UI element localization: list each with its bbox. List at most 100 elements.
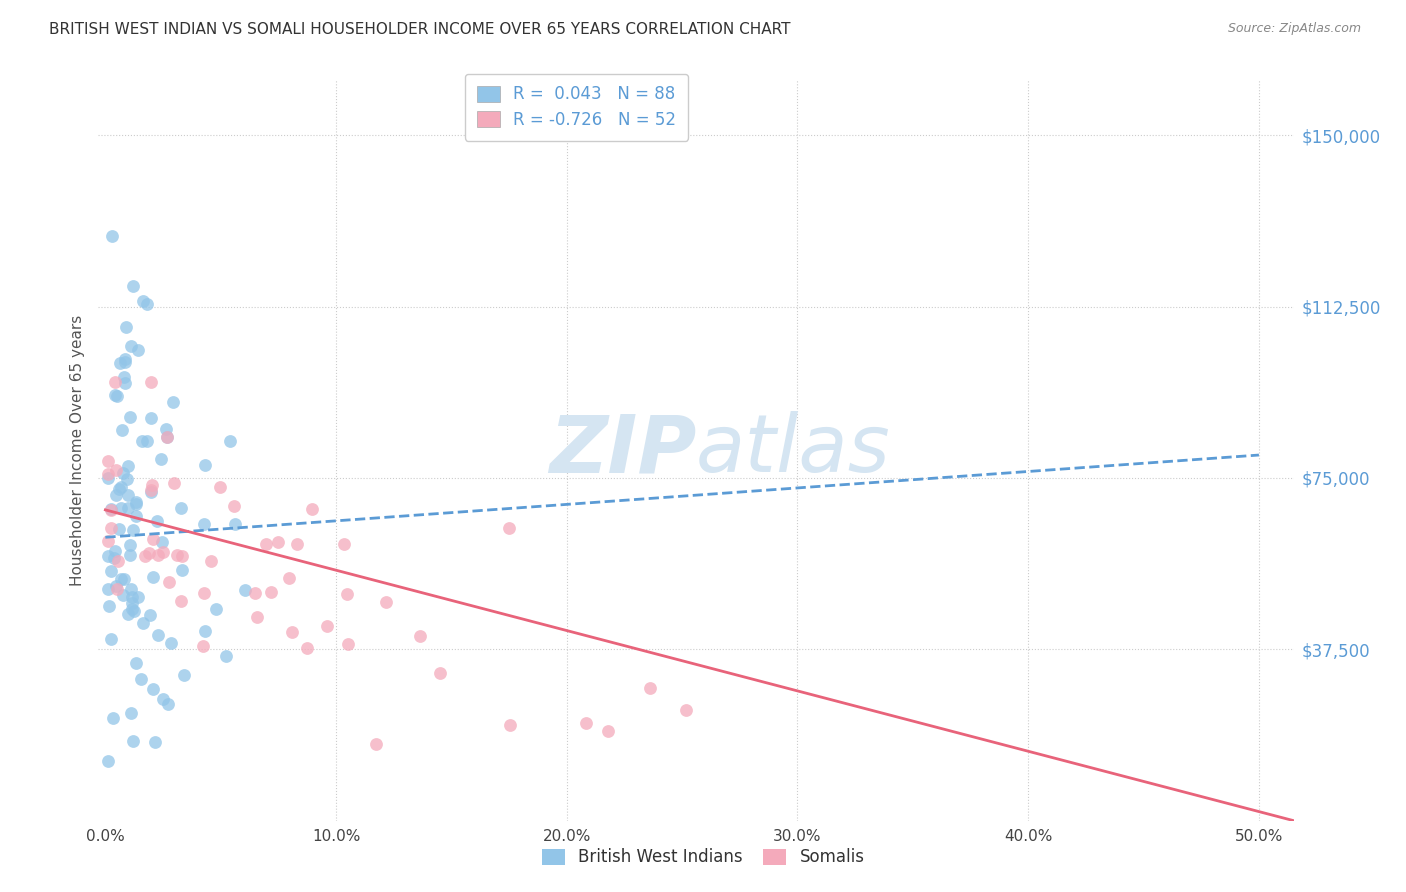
Point: [233, 583, 256, 598]
Point: [105, 582, 128, 597]
Y-axis label: Householder Income Over 65 years: Householder Income Over 65 years: [69, 315, 84, 586]
Point: [150, 451, 173, 466]
Point: [110, 501, 132, 516]
Point: [166, 549, 188, 563]
Point: [125, 497, 148, 511]
Point: [152, 692, 174, 706]
Text: BRITISH WEST INDIAN VS SOMALI HOUSEHOLDER INCOME OVER 65 YEARS CORRELATION CHART: BRITISH WEST INDIAN VS SOMALI HOUSEHOLDE…: [49, 22, 790, 37]
Point: [209, 480, 232, 494]
Point: [108, 483, 131, 497]
Point: [120, 339, 142, 353]
Point: [364, 737, 387, 751]
Point: [100, 521, 122, 535]
Point: [114, 376, 136, 390]
Point: [170, 594, 193, 608]
Point: [132, 294, 155, 309]
Point: [260, 585, 283, 599]
Point: [112, 370, 135, 384]
Point: [301, 502, 323, 516]
Point: [285, 536, 308, 550]
Point: [141, 411, 163, 425]
Point: [107, 522, 129, 536]
Point: [118, 409, 141, 424]
Point: [142, 570, 165, 584]
Point: [172, 549, 194, 564]
Point: [139, 607, 162, 622]
Point: [675, 703, 697, 717]
Point: [122, 523, 145, 537]
Point: [205, 602, 228, 616]
Point: [121, 590, 143, 604]
Point: [104, 543, 127, 558]
Point: [117, 472, 139, 486]
Point: [107, 554, 129, 568]
Point: [111, 423, 134, 437]
Point: [131, 615, 153, 630]
Point: [108, 356, 131, 370]
Point: [120, 582, 142, 597]
Point: [141, 375, 163, 389]
Point: [122, 604, 145, 618]
Point: [104, 388, 127, 402]
Point: [127, 343, 149, 357]
Point: [429, 666, 451, 681]
Point: [498, 521, 520, 535]
Point: [97, 755, 120, 769]
Point: [141, 477, 163, 491]
Point: [638, 681, 661, 695]
Point: [336, 587, 359, 601]
Point: [141, 485, 163, 500]
Point: [135, 297, 157, 311]
Point: [146, 548, 169, 562]
Point: [100, 564, 122, 578]
Point: [278, 571, 301, 585]
Point: [156, 698, 179, 712]
Point: [157, 575, 180, 590]
Point: [111, 466, 134, 480]
Point: [281, 624, 304, 639]
Point: [146, 628, 169, 642]
Point: [127, 591, 149, 605]
Point: [122, 279, 145, 293]
Point: [598, 724, 620, 739]
Point: [110, 572, 132, 586]
Point: [162, 394, 184, 409]
Point: [114, 355, 136, 369]
Point: [499, 718, 522, 732]
Point: [134, 549, 156, 563]
Point: [155, 421, 177, 435]
Point: [97, 471, 120, 485]
Point: [117, 607, 139, 622]
Point: [143, 735, 166, 749]
Point: [97, 533, 120, 548]
Point: [333, 537, 356, 551]
Point: [97, 454, 120, 468]
Point: [222, 499, 245, 513]
Point: [267, 535, 290, 549]
Point: [117, 501, 139, 516]
Point: [120, 538, 142, 552]
Point: [97, 582, 120, 597]
Point: [125, 508, 148, 523]
Point: [105, 579, 128, 593]
Point: [100, 632, 122, 646]
Point: [193, 516, 215, 531]
Point: [243, 586, 266, 600]
Point: [152, 545, 174, 559]
Point: [129, 673, 152, 687]
Point: [125, 656, 148, 670]
Point: [105, 389, 128, 403]
Text: Source: ZipAtlas.com: Source: ZipAtlas.com: [1227, 22, 1361, 36]
Point: [101, 711, 124, 725]
Point: [105, 463, 128, 477]
Point: [103, 550, 125, 565]
Point: [112, 572, 135, 586]
Point: [156, 429, 179, 443]
Point: [115, 320, 138, 334]
Point: [316, 619, 339, 633]
Point: [105, 488, 128, 502]
Point: [337, 637, 360, 651]
Point: [97, 549, 120, 564]
Point: [114, 351, 136, 366]
Point: [139, 483, 162, 498]
